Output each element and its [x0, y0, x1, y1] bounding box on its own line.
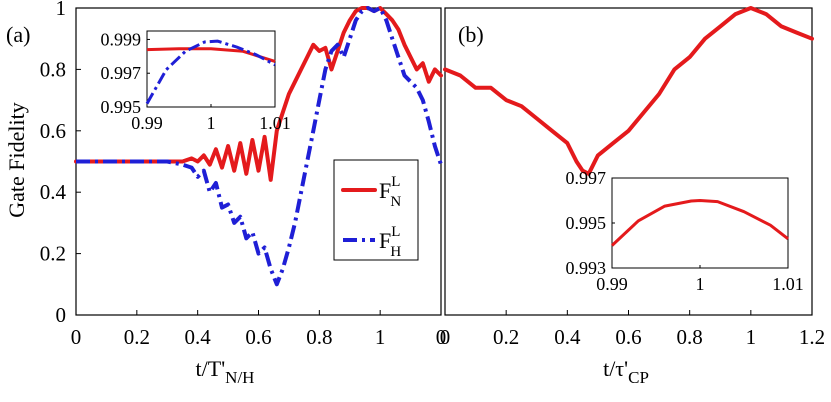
x-tick-label: 0.2 [493, 325, 519, 349]
y-tick-label: 0.6 [40, 119, 66, 143]
inset-series-line [610, 199, 789, 247]
inset-y-tick-label: 0.995 [101, 97, 142, 117]
y-tick-label: 0.8 [40, 57, 66, 81]
inset-x-tick-label: 0.99 [596, 274, 628, 294]
inset-x-tick-label: 1 [696, 274, 705, 294]
inset-y-tick-label: 0.993 [566, 258, 607, 278]
x-tick-label: 1.2 [799, 325, 825, 349]
inset-x-tick-label: 1.01 [772, 274, 804, 294]
x-tick-label: 1 [375, 325, 386, 349]
x-tick-label: 1 [746, 325, 757, 349]
x-tick-label: 0 [436, 325, 447, 349]
series-line-fcp [443, 6, 814, 176]
panel-a-label: (a) [6, 22, 30, 47]
inset-y-tick-label: 0.995 [566, 213, 607, 233]
inset-y-tick-label: 0.997 [101, 63, 142, 83]
legend-box [333, 159, 419, 261]
panel-b-label: (b) [458, 22, 484, 47]
y-tick-label: 0 [56, 303, 67, 327]
x-tick-label: 0.2 [124, 325, 150, 349]
panel-b: 0 0.2 0.4 0.6 0.8 1 1.2 (b) t/τ'CP 0.99 1 1.010.… [440, 6, 825, 387]
inset-b: 0.99 1 1.01 0.993 0.995 0.997 [566, 168, 804, 294]
inset-x-tick-label: 1.01 [259, 113, 291, 133]
x-tick-label: 0.4 [185, 325, 212, 349]
y-axis-label: Gate Fidelity [4, 102, 29, 217]
inset-y-tick-label: 0.999 [101, 29, 142, 49]
legend: FL N FL H [333, 159, 419, 261]
inset-x-tick-label: 1 [207, 113, 216, 133]
x-tick-label: 0.6 [245, 325, 271, 349]
inset-a: 0.99 1 1.01 0.995 0.997 0.999 [101, 29, 291, 133]
y-tick-label: 0.2 [40, 242, 66, 266]
series-line-fnl [74, 6, 443, 182]
x-tick-label: 0 [71, 325, 82, 349]
inset-x-tick-label: 0.99 [131, 113, 163, 133]
y-tick-label: 1 [56, 0, 67, 20]
x-tick-label: 0.4 [554, 325, 581, 349]
x-tick-label: 0.8 [677, 325, 703, 349]
inset-b-box [611, 177, 789, 269]
inset-y-tick-label: 0.997 [566, 168, 607, 188]
panel-b-axes-box [444, 7, 813, 316]
x-tick-label: 0.6 [615, 325, 641, 349]
panel-b-x-axis-label: t/τ'CP [603, 356, 649, 387]
legend-label-fn: FL N [379, 174, 401, 210]
x-tick-label: 0.8 [306, 325, 332, 349]
x-tick-label: 0 [440, 325, 451, 349]
inset-series-line [145, 39, 276, 105]
series-line-fhl [76, 6, 443, 287]
panel-a-x-axis-label: t/T'N/H [196, 356, 255, 387]
legend-label-fh: FL H [379, 224, 401, 260]
panel-a: 0 0.2 0.4 0.6 0.8 1 000.20.40.60.81 (a) Gate F… [4, 0, 446, 387]
y-tick-label: 0.4 [40, 180, 67, 204]
